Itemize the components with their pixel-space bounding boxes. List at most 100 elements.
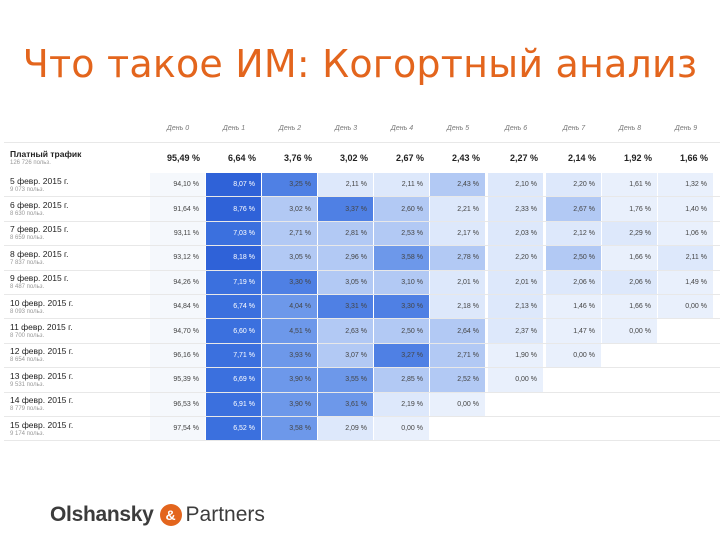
retention-cell: 2,71 % <box>430 343 485 368</box>
retention-cell: 1,76 % <box>602 197 657 221</box>
retention-cell: 6,91 % <box>206 392 261 416</box>
retention-cell: 94,84 % <box>150 295 205 319</box>
retention-cell: 6,69 % <box>206 368 261 392</box>
retention-cell: 2,13 % <box>488 295 543 319</box>
retention-cell: 0,00 % <box>374 417 429 441</box>
retention-cell: 2,10 % <box>488 173 543 197</box>
retention-cell <box>546 393 601 416</box>
retention-cell: 3,30 % <box>262 270 317 294</box>
cohort-users-count: 8 630 польз. <box>10 211 45 218</box>
row-divider <box>4 440 720 442</box>
total-value-cell: 2,67 % <box>395 153 424 163</box>
retention-cell: 2,67 % <box>546 197 601 221</box>
logo-word-partners: Partners <box>185 503 265 526</box>
table-row: 6 февр. 2015 г. 8 630 польз. 91,64 % 8,76 %… <box>4 197 720 221</box>
retention-cell: 2,03 % <box>488 221 543 246</box>
retention-cell: 1,40 % <box>658 197 713 221</box>
cohort-label: 10 февр. 2015 г. 8 093 польз. <box>10 295 150 318</box>
total-value-cell: 2,14 % <box>567 153 596 163</box>
total-value-cell: 95,49 % <box>166 153 200 163</box>
retention-cell: 1,47 % <box>546 319 601 343</box>
day-header: День 2 <box>278 124 302 132</box>
retention-cell: 95,39 % <box>150 368 205 392</box>
retention-cell: 2,12 % <box>546 221 601 246</box>
table-row: 9 февр. 2015 г. 8 487 польз. 94,26 % 7,19 %… <box>4 270 720 294</box>
cohort-users-count: 8 659 польз. <box>10 235 45 242</box>
retention-cell: 3,05 % <box>318 270 373 294</box>
day-header: День 9 <box>674 124 698 132</box>
retention-cell: 2,50 % <box>374 319 429 343</box>
retention-cell: 94,26 % <box>150 270 205 294</box>
retention-cell: 2,50 % <box>546 246 601 270</box>
retention-cell: 2,11 % <box>318 173 373 197</box>
retention-cell: 6,74 % <box>206 295 261 319</box>
retention-cell: 2,29 % <box>602 221 657 246</box>
retention-cell: 2,11 % <box>374 173 429 197</box>
cohort-date: 13 февр. 2015 г. <box>10 370 74 381</box>
retention-cell: 94,10 % <box>150 173 205 197</box>
day-header: День 7 <box>562 124 586 132</box>
cohort-label: 15 февр. 2015 г. 9 174 польз. <box>10 417 150 440</box>
retention-cell <box>658 368 713 391</box>
retention-cell: 3,25 % <box>262 173 317 197</box>
retention-cell: 2,33 % <box>488 197 543 221</box>
retention-cell: 2,60 % <box>374 197 429 221</box>
retention-cell: 2,01 % <box>488 270 543 294</box>
cohort-users-count: 9 531 польз. <box>10 381 45 388</box>
retention-cell: 1,90 % <box>488 343 543 368</box>
retention-cell: 2,09 % <box>318 417 373 441</box>
retention-cell: 2,81 % <box>318 221 373 246</box>
retention-cell: 96,53 % <box>150 392 205 416</box>
retention-cell: 6,52 % <box>206 417 261 441</box>
retention-cell: 2,01 % <box>430 270 485 294</box>
logo-ampersand-icon: & <box>159 504 182 526</box>
cohort-date: 12 февр. 2015 г. <box>10 346 74 357</box>
row-divider <box>4 196 720 198</box>
retention-cell: 2,20 % <box>546 173 601 197</box>
retention-cell: 8,07 % <box>206 173 261 197</box>
cohort-label: 12 февр. 2015 г. 8 654 польз. <box>10 344 150 367</box>
retention-cell: 1,66 % <box>602 295 657 319</box>
retention-cell: 2,37 % <box>488 319 543 343</box>
row-divider <box>4 416 720 417</box>
retention-cell: 91,64 % <box>150 197 205 221</box>
cohort-users-count: 7 837 польз. <box>10 259 45 266</box>
cohort-date: Платный трафик <box>10 149 82 159</box>
table-header-row: День 0 День 1 День 2 День 3 День 4 День 5 День… <box>4 114 720 142</box>
row-divider <box>4 367 720 369</box>
row-divider <box>4 342 720 344</box>
day-header: День 1 <box>222 124 246 132</box>
total-value-cell: 3,02 % <box>339 153 368 163</box>
day-header: День 5 <box>446 124 470 132</box>
retention-cell: 97,54 % <box>150 417 205 441</box>
retention-cell <box>658 344 713 367</box>
retention-cell <box>658 417 713 440</box>
retention-cell: 2,85 % <box>374 368 429 392</box>
day-header: День 8 <box>618 124 642 132</box>
total-value-cell: 6,64 % <box>227 153 256 163</box>
logo-word-olshansky: Olshansky <box>50 503 154 526</box>
retention-cell: 7,19 % <box>206 270 261 294</box>
cohort-users-count: 126 726 польз. <box>10 160 51 166</box>
total-value-cell: 2,27 % <box>509 153 538 163</box>
day-header: День 6 <box>504 124 528 132</box>
total-value-cell: 3,76 % <box>283 153 312 163</box>
cohort-label: 13 февр. 2015 г. 9 531 польз. <box>10 368 150 391</box>
retention-cell <box>658 319 713 342</box>
retention-cell: 2,06 % <box>602 270 657 294</box>
retention-cell: 1,49 % <box>658 270 713 294</box>
table-row: 8 февр. 2015 г. 7 837 польз. 93,12 % 8,18 %… <box>4 246 720 270</box>
retention-cell: 0,00 % <box>488 368 543 392</box>
table-total-row: Платный трафик 126 726 польз. 95,49 % 6,64 … <box>4 143 720 173</box>
retention-cell <box>602 368 657 391</box>
retention-cell: 93,11 % <box>150 221 205 246</box>
row-divider <box>4 142 720 143</box>
retention-cell: 7,03 % <box>206 221 261 246</box>
retention-cell: 3,37 % <box>318 197 373 221</box>
retention-cell: 2,21 % <box>430 197 485 221</box>
cohort-date: 10 февр. 2015 г. <box>10 297 74 308</box>
retention-cell: 3,58 % <box>262 417 317 441</box>
table-row: 14 февр. 2015 г. 8 779 польз. 96,53 % 6,91 … <box>4 392 720 416</box>
cohort-label: 11 февр. 2015 г. 8 700 польз. <box>10 319 150 342</box>
cohort-users-count: 9 174 польз. <box>10 430 45 437</box>
